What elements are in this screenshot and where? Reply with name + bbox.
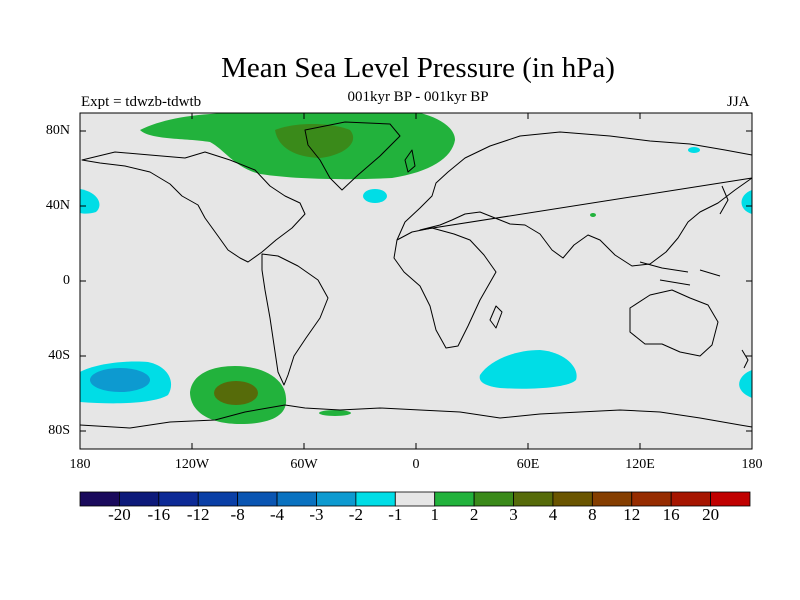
- coastline-north-america: [81, 151, 306, 263]
- colorbar-label: -20: [108, 505, 131, 524]
- coastline-south-america: [261, 253, 329, 386]
- arctic-cyan-patch: [688, 147, 700, 153]
- colorbar-label: -8: [230, 505, 245, 524]
- colorbar-label: -12: [186, 505, 210, 524]
- y-tick-label: 40N: [45, 198, 70, 213]
- x-tick-label: 60E: [516, 457, 540, 472]
- colorbar-swatch: [552, 491, 593, 507]
- coastline-madagascar: [489, 305, 503, 329]
- chart-subtitle: 001kyr BP - 001kyr BP: [347, 89, 489, 105]
- y-tick-label: 80S: [48, 423, 70, 438]
- colorbar-label: 16: [662, 505, 680, 524]
- colorbar-swatch: [79, 491, 120, 507]
- pressure-anomaly-fields: [80, 113, 752, 424]
- axis-ticks: [79, 113, 753, 449]
- colorbar-label: 4: [548, 505, 558, 524]
- x-tick-label: 60W: [290, 457, 318, 472]
- colorbar-label: 1: [430, 505, 439, 524]
- season-label: JJA: [727, 94, 750, 110]
- colorbar-swatch: [158, 491, 199, 507]
- asia-green-patch: [590, 213, 596, 217]
- north-atlantic-cyan-field: [363, 189, 387, 203]
- colorbar-label: 8: [588, 505, 597, 524]
- colorbar-label: -3: [309, 505, 324, 524]
- y-tick-label: 0: [63, 273, 70, 288]
- colorbar-swatch: [473, 491, 514, 507]
- coastline-japan: [719, 185, 729, 215]
- colorbar-label: -4: [269, 505, 285, 524]
- colorbar-swatch: [670, 491, 711, 507]
- experiment-label: Expt = tdwzb-tdwtb: [81, 94, 202, 110]
- coastline-africa: [393, 227, 497, 349]
- colorbar-label: 20: [702, 505, 720, 524]
- colorbar-swatch: [276, 491, 317, 507]
- west-edge-cyan-north: [80, 189, 100, 214]
- colorbar-swatch: [631, 491, 672, 507]
- colorbar-label: 2: [469, 505, 479, 524]
- arctic-dark-green-field: [275, 124, 354, 158]
- colorbar-label: -16: [147, 505, 171, 524]
- coastline-greenland: [304, 121, 401, 191]
- x-tick-label: 120E: [625, 457, 655, 472]
- x-tick-label: 180: [69, 457, 91, 472]
- antarctic-green-patch: [319, 410, 351, 416]
- colorbar-swatch: [434, 491, 475, 507]
- coastline-eurasia: [396, 131, 753, 267]
- east-edge-cyan-north: [741, 190, 752, 214]
- colorbar-swatch: [316, 491, 357, 507]
- y-tick-label: 40S: [48, 348, 70, 363]
- colorbar-swatch: [119, 491, 160, 507]
- x-tick-label: 120W: [174, 457, 210, 472]
- coastline-australia: [629, 289, 719, 357]
- colorbar-swatch: [197, 491, 239, 507]
- colorbar: [79, 491, 751, 507]
- colorbar-label: -2: [348, 505, 363, 524]
- colorbar-label: -1: [388, 505, 403, 524]
- coastline-antarctica: [79, 404, 753, 429]
- south-indian-cyan-field: [479, 350, 577, 389]
- colorbar-swatch: [513, 491, 554, 507]
- colorbar-swatch: [237, 491, 278, 507]
- map-frame: [79, 112, 753, 450]
- colorbar-swatch: [710, 491, 751, 507]
- x-tick-label: 180: [741, 457, 763, 472]
- chart-title: Mean Sea Level Pressure (in hPa): [221, 52, 615, 84]
- coastline-new-zealand: [741, 349, 749, 369]
- south-pacific-blue-field: [90, 368, 150, 392]
- colorbar-swatch: [591, 491, 633, 507]
- colorbar-label: 12: [623, 505, 641, 524]
- colorbar-swatch: [394, 491, 436, 507]
- colorbar-label: 3: [509, 505, 518, 524]
- coastlines: [79, 121, 753, 429]
- colorbar-swatch: [355, 491, 396, 507]
- y-tick-label: 80N: [45, 123, 70, 138]
- coastline-indonesia: [639, 261, 721, 286]
- south-pacific-olive-field: [214, 381, 258, 405]
- east-edge-cyan-south: [739, 370, 752, 398]
- x-tick-label: 0: [412, 457, 420, 472]
- coastline-uk: [404, 149, 416, 173]
